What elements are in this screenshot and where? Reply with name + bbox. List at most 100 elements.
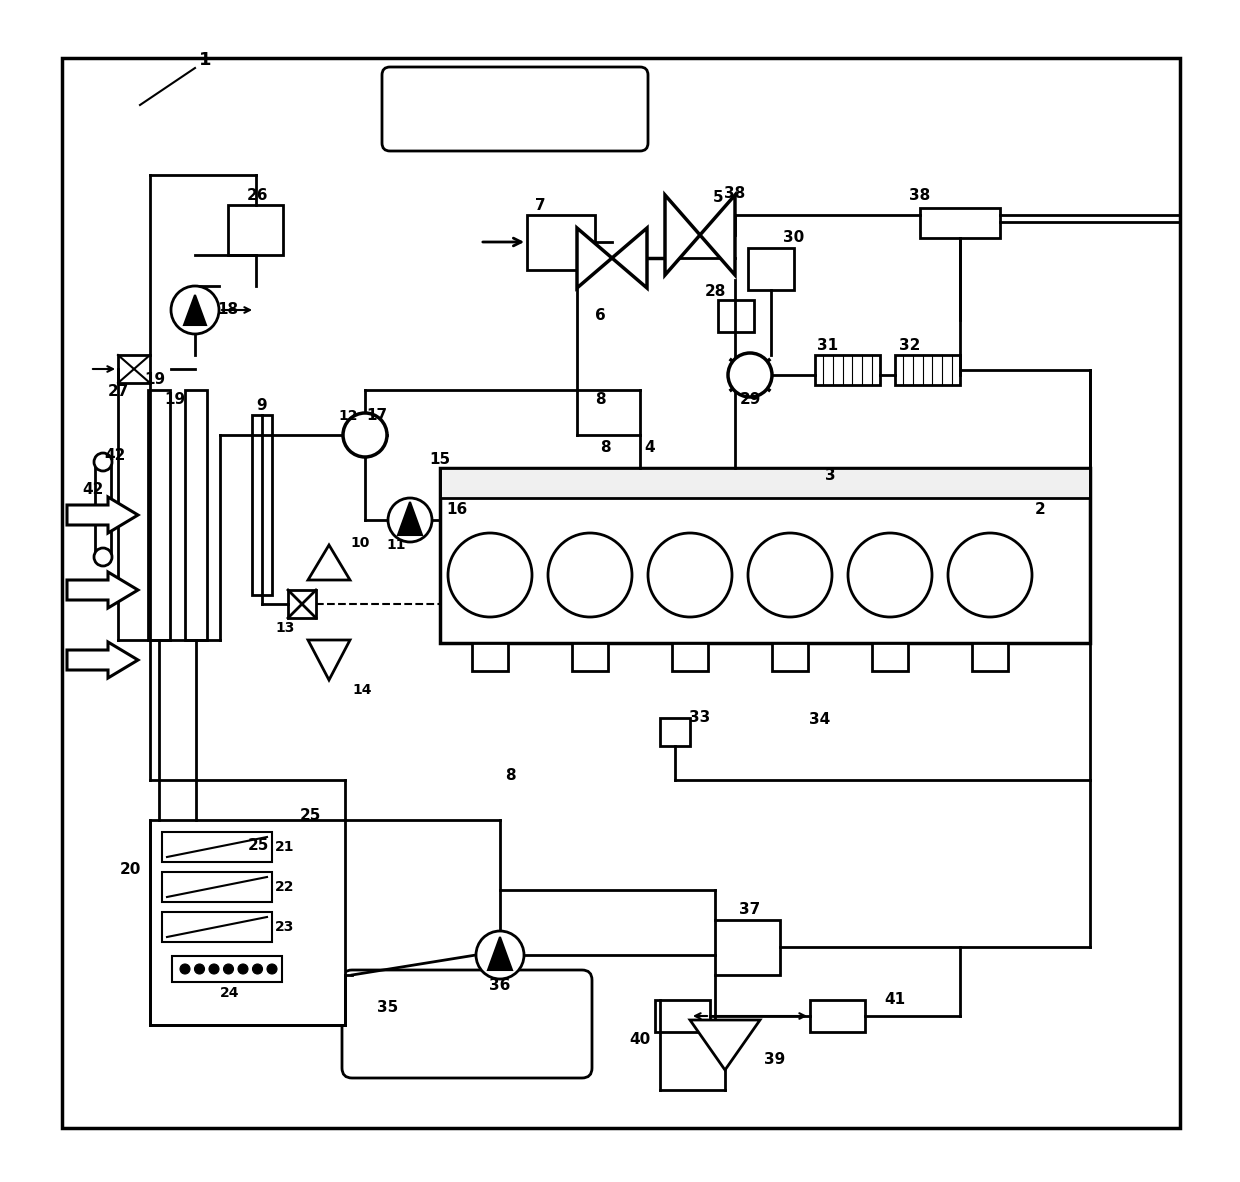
Polygon shape bbox=[67, 496, 138, 533]
Text: 23: 23 bbox=[275, 920, 295, 934]
Text: 8: 8 bbox=[600, 440, 610, 455]
Polygon shape bbox=[701, 195, 735, 275]
Circle shape bbox=[548, 533, 632, 617]
Text: 36: 36 bbox=[490, 978, 511, 993]
Text: 8: 8 bbox=[595, 392, 605, 408]
Text: 25: 25 bbox=[247, 838, 269, 852]
Text: 20: 20 bbox=[119, 863, 140, 877]
Text: 16: 16 bbox=[446, 502, 467, 518]
Circle shape bbox=[267, 965, 277, 974]
Bar bbox=[773, 643, 808, 671]
Text: 29: 29 bbox=[739, 392, 760, 408]
Text: 10: 10 bbox=[351, 535, 370, 550]
Polygon shape bbox=[308, 639, 350, 680]
Text: 22: 22 bbox=[275, 881, 295, 894]
Bar bbox=[472, 643, 508, 671]
Bar bbox=[972, 643, 1008, 671]
Bar bbox=[150, 820, 345, 1025]
Circle shape bbox=[94, 548, 112, 566]
Bar bbox=[810, 1000, 866, 1032]
Text: 41: 41 bbox=[884, 993, 905, 1007]
Bar bbox=[572, 643, 608, 671]
Circle shape bbox=[649, 533, 732, 617]
Text: 9: 9 bbox=[257, 397, 268, 413]
Circle shape bbox=[748, 533, 832, 617]
Circle shape bbox=[195, 965, 205, 974]
Text: 21: 21 bbox=[275, 840, 295, 855]
Text: 38: 38 bbox=[724, 186, 745, 201]
Bar bbox=[228, 204, 283, 255]
Bar bbox=[872, 643, 908, 671]
Circle shape bbox=[253, 965, 263, 974]
Bar bbox=[162, 913, 272, 942]
Polygon shape bbox=[665, 195, 701, 275]
Polygon shape bbox=[489, 937, 512, 970]
Text: 3: 3 bbox=[825, 468, 836, 482]
Text: 1: 1 bbox=[198, 51, 211, 69]
Bar bbox=[672, 643, 708, 671]
Polygon shape bbox=[689, 1020, 760, 1070]
Bar bbox=[162, 832, 272, 862]
Bar bbox=[252, 415, 272, 595]
Circle shape bbox=[343, 413, 387, 457]
Text: 2: 2 bbox=[1034, 502, 1045, 518]
Bar bbox=[660, 717, 689, 746]
Bar bbox=[527, 215, 595, 269]
Polygon shape bbox=[577, 228, 613, 288]
Text: 24: 24 bbox=[221, 986, 239, 1000]
Text: 8: 8 bbox=[505, 767, 516, 782]
Circle shape bbox=[388, 498, 432, 543]
Text: 26: 26 bbox=[247, 188, 269, 203]
Text: 39: 39 bbox=[764, 1052, 786, 1067]
Bar bbox=[748, 248, 794, 290]
Circle shape bbox=[848, 533, 932, 617]
Text: 35: 35 bbox=[377, 1000, 398, 1015]
Text: 18: 18 bbox=[217, 303, 238, 318]
Circle shape bbox=[448, 533, 532, 617]
Circle shape bbox=[171, 286, 219, 335]
Bar bbox=[172, 956, 281, 982]
Bar bbox=[440, 468, 1090, 643]
Text: 32: 32 bbox=[899, 338, 920, 352]
Text: 5: 5 bbox=[713, 190, 723, 206]
Bar bbox=[185, 390, 207, 639]
Text: 42: 42 bbox=[82, 482, 104, 498]
Bar bbox=[655, 1000, 711, 1032]
Text: 37: 37 bbox=[739, 903, 760, 917]
FancyBboxPatch shape bbox=[382, 67, 649, 151]
Text: 33: 33 bbox=[689, 710, 711, 726]
Text: 19: 19 bbox=[165, 392, 186, 408]
Text: 31: 31 bbox=[817, 338, 838, 352]
Bar bbox=[288, 590, 316, 618]
Circle shape bbox=[94, 453, 112, 470]
Bar bbox=[440, 468, 1090, 498]
Circle shape bbox=[476, 931, 525, 979]
Circle shape bbox=[223, 965, 233, 974]
Text: 40: 40 bbox=[630, 1033, 651, 1047]
Bar bbox=[162, 872, 272, 902]
Bar bbox=[95, 462, 112, 557]
Bar bbox=[895, 355, 960, 385]
FancyBboxPatch shape bbox=[342, 970, 591, 1078]
Text: 13: 13 bbox=[275, 621, 295, 635]
Circle shape bbox=[949, 533, 1032, 617]
Text: 19: 19 bbox=[144, 372, 166, 388]
Bar bbox=[715, 920, 780, 975]
Polygon shape bbox=[67, 642, 138, 678]
Text: 15: 15 bbox=[429, 453, 450, 468]
Text: 34: 34 bbox=[810, 713, 831, 727]
Circle shape bbox=[728, 353, 773, 397]
Circle shape bbox=[238, 965, 248, 974]
Text: 4: 4 bbox=[645, 440, 655, 455]
Text: 38: 38 bbox=[909, 188, 931, 203]
Bar bbox=[148, 390, 170, 639]
Text: 30: 30 bbox=[784, 230, 805, 246]
Polygon shape bbox=[613, 228, 647, 288]
Bar bbox=[718, 300, 754, 332]
Text: 6: 6 bbox=[595, 307, 605, 323]
Text: 25: 25 bbox=[299, 807, 321, 823]
Text: 12: 12 bbox=[339, 409, 358, 423]
Bar bbox=[815, 355, 880, 385]
Polygon shape bbox=[67, 572, 138, 608]
Text: 7: 7 bbox=[534, 197, 546, 213]
